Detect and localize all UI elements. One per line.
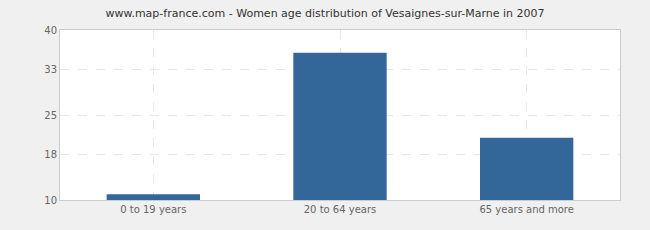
svg-text:20 to 64 years: 20 to 64 years [304,204,377,215]
svg-text:33: 33 [44,64,57,75]
svg-text:25: 25 [44,110,57,121]
svg-text:www.map-france.com - Women age: www.map-france.com - Women age distribut… [105,7,544,20]
svg-text:65 years and more: 65 years and more [479,204,574,215]
svg-text:18: 18 [44,149,57,160]
svg-text:10: 10 [44,195,57,206]
svg-text:40: 40 [44,25,57,36]
svg-text:0 to 19 years: 0 to 19 years [120,204,186,215]
